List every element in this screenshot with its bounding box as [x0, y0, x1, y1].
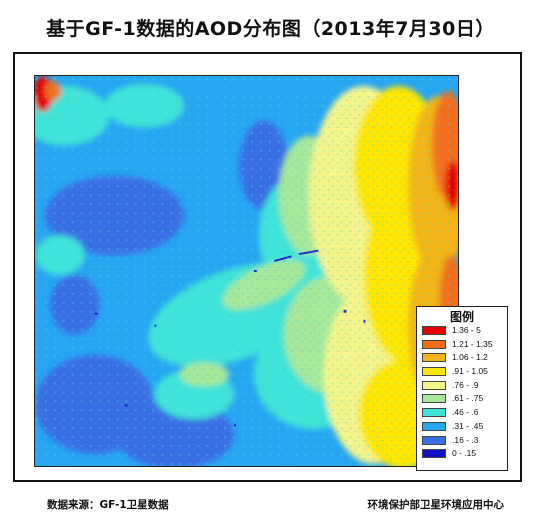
- legend-label: 1.36 - 5: [452, 325, 481, 335]
- legend-swatch: [422, 339, 446, 349]
- legend-item: .46 - .6: [417, 406, 507, 420]
- legend-item: 1.36 - 5: [417, 324, 507, 338]
- legend-item: 1.06 - 1.2: [417, 351, 507, 365]
- legend-label: .46 - .6: [452, 407, 479, 418]
- legend-title: 图例: [449, 310, 474, 324]
- map-title: 基于GF-1数据的AOD分布图（2013年7月30日）: [46, 18, 495, 40]
- data-source-note: 数据来源：GF-1卫星数据: [47, 499, 169, 511]
- legend-item: .31 - .45: [417, 420, 507, 434]
- legend-swatch: [422, 394, 446, 404]
- legend-label: .91 - 1.05: [452, 366, 488, 377]
- legend-item: .91 - 1.05: [417, 365, 507, 379]
- aod-raster: [35, 76, 458, 466]
- aod-map: [34, 75, 459, 467]
- map-legend: 图例 1.36 - 5 1.21 - 1.35 1.06 - 1.2 .91 - 1.…: [416, 306, 508, 471]
- legend-label: .61 - .75: [452, 393, 484, 404]
- legend-swatch: [422, 449, 446, 459]
- legend-rows: 1.36 - 5 1.21 - 1.35 1.06 - 1.2 .91 - 1.05.…: [417, 324, 507, 461]
- legend-swatch: [422, 421, 446, 431]
- legend-label: 0 - .15: [452, 448, 477, 459]
- legend-swatch: [422, 380, 446, 390]
- legend-item: .61 - .75: [417, 392, 507, 406]
- legend-swatch: [422, 408, 446, 418]
- legend-swatch: [422, 435, 446, 445]
- legend-swatch: [422, 353, 446, 363]
- legend-item: .16 - .3: [417, 434, 507, 448]
- legend-label: 1.06 - 1.2: [452, 352, 488, 363]
- legend-item: .76 - .9: [417, 379, 507, 393]
- legend-item: 0 - .15: [417, 447, 507, 461]
- legend-label: .16 - .3: [452, 434, 479, 445]
- legend-label: 1.21 - 1.35: [452, 338, 493, 349]
- agency-credit: 环境保护部卫星环境应用中心: [367, 499, 505, 511]
- legend-label: .76 - .9: [452, 379, 479, 390]
- legend-swatch: [422, 367, 446, 377]
- legend-swatch: [422, 326, 446, 335]
- legend-item: 1.21 - 1.35: [417, 338, 507, 352]
- legend-label: .31 - .45: [452, 420, 484, 431]
